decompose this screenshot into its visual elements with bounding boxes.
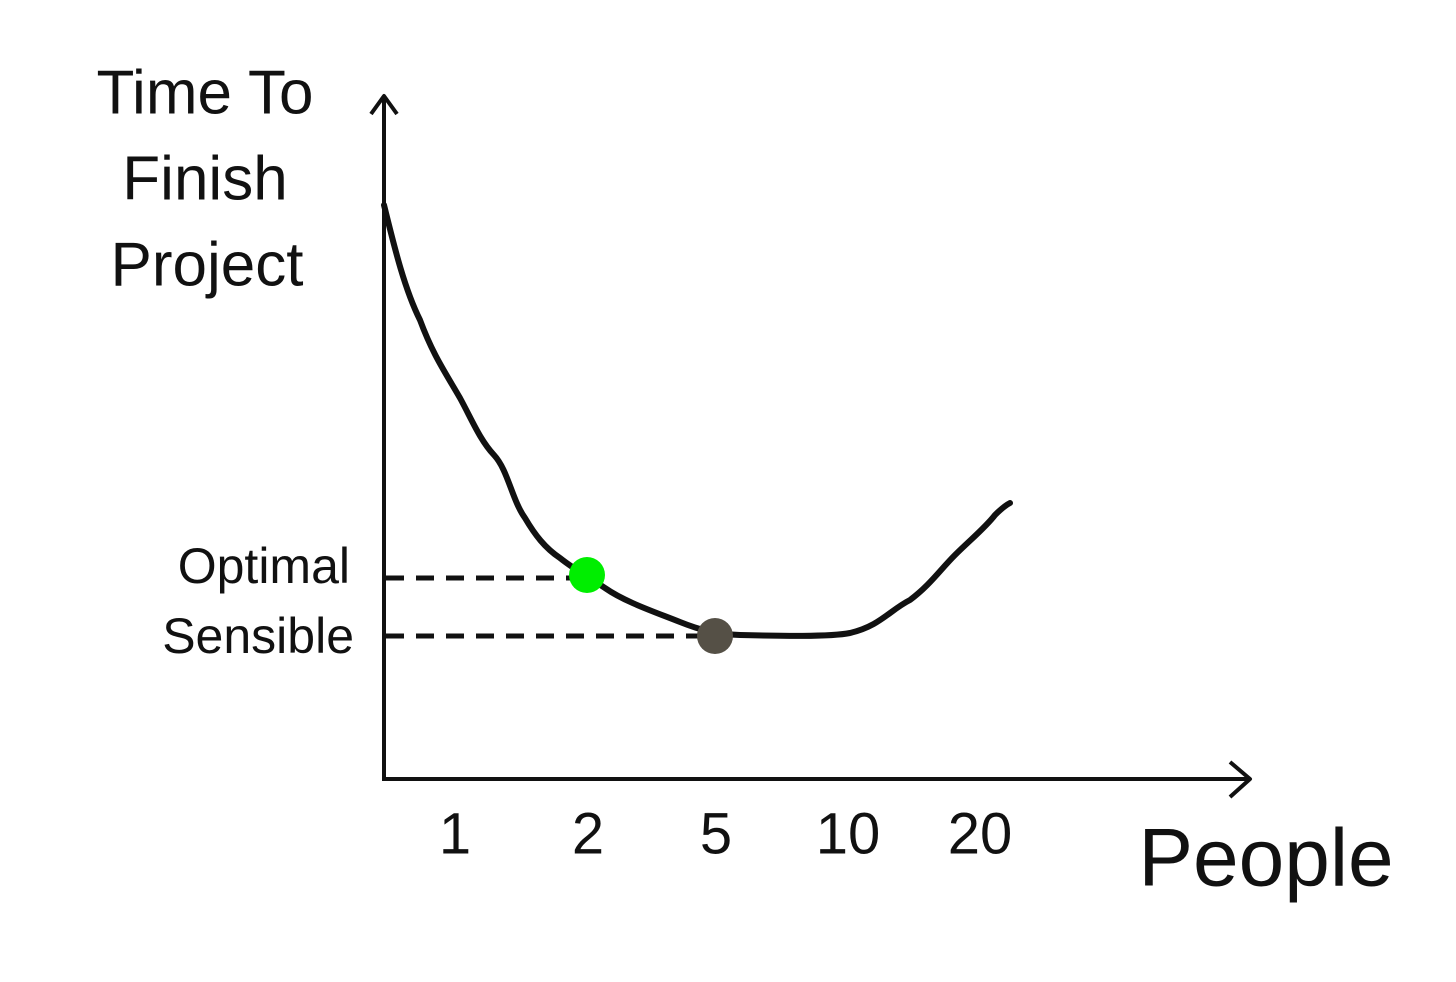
level-label: Optimal bbox=[178, 538, 350, 594]
y-axis-arrow bbox=[369, 94, 399, 116]
x-axis-label: People bbox=[1138, 813, 1393, 904]
x-tick-label: 10 bbox=[816, 801, 881, 866]
y-axis-label: Project bbox=[111, 230, 304, 299]
sensible-point bbox=[697, 618, 733, 654]
optimal-point bbox=[569, 557, 605, 593]
curve bbox=[381, 202, 1013, 639]
level-label: Sensible bbox=[162, 608, 354, 664]
x-tick-label: 20 bbox=[948, 801, 1013, 866]
x-tick-label: 1 bbox=[439, 801, 471, 866]
x-tick-label: 5 bbox=[700, 801, 732, 866]
y-axis-label: Time To bbox=[96, 58, 313, 127]
x-axis-arrow bbox=[1228, 760, 1252, 799]
x-tick-label: 2 bbox=[572, 801, 604, 866]
y-axis-label: Finish bbox=[122, 144, 287, 213]
